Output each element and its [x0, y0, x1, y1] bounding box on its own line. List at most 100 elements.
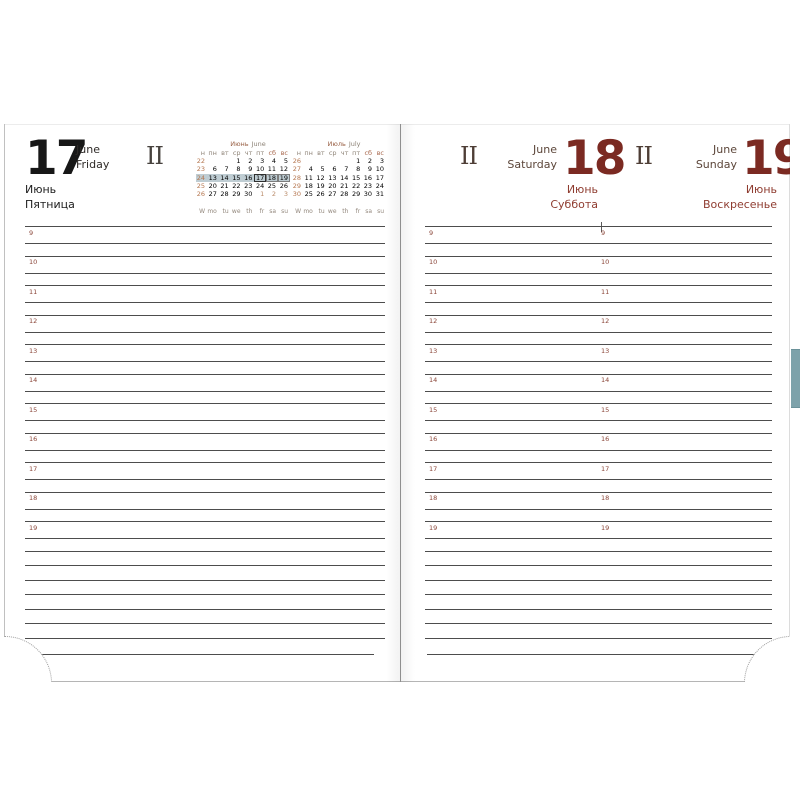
calendar-week-row: 29 18 19 20 21 22 23 24: [292, 182, 386, 190]
calendar-title-month-russian: Июль: [327, 140, 346, 148]
calendar-day-cell: 12: [279, 165, 288, 174]
day-of-week-header: пт: [352, 149, 361, 158]
ruled-line: [425, 637, 772, 653]
day-of-week-header: ср: [232, 149, 241, 158]
calendar-day-cell: 7: [224, 165, 229, 174]
hour-label: 14: [601, 376, 610, 384]
calendar-day-cell: 3: [379, 157, 384, 166]
day-of-week-header: пн: [304, 149, 313, 158]
calendar-day-cell: [219, 157, 231, 165]
calendar-day-cell: 11: [304, 173, 313, 182]
calendar-day-cell: 15: [351, 173, 361, 182]
footer-day-abbrev: su: [377, 208, 384, 216]
calendar-day-cell: 28: [340, 190, 349, 199]
calendar-day-cell: 29: [232, 190, 241, 199]
ruled-line: [25, 550, 385, 566]
calendar-day-cell: 10: [255, 165, 265, 174]
ruled-line: [25, 608, 385, 624]
calendar-day-cell: 26: [279, 181, 288, 190]
calendar-week-row: 24 13 14 15 16 17 18 19: [196, 173, 290, 182]
calendar-day-cell: 14: [218, 173, 231, 182]
calendar-day-cell: 6: [212, 165, 217, 174]
calendar-day-cell: 27: [328, 190, 337, 199]
hour-row: 10: [25, 255, 385, 274]
calendar-day-cell: 17: [375, 173, 384, 182]
hour-row: 18 18: [425, 491, 772, 510]
calendar-day-cell: 26: [316, 190, 325, 199]
mini-calendar-current-month: Июнь June н пн вт ср чт пт сб вс 22 1 2 3 4 5 23 6 7 8 9 10 11…: [196, 140, 290, 216]
calendar-day-cell: 9: [248, 165, 253, 174]
day-of-week-header: чт: [340, 149, 349, 158]
calendar-day-cell: 27: [208, 190, 217, 199]
calendar-day-cell: 2: [248, 157, 253, 166]
day-of-week-header: вс: [376, 149, 384, 158]
calendar-day-cell: 9: [367, 165, 373, 174]
hour-label: 17: [29, 464, 38, 473]
hour-row: 9: [25, 226, 385, 244]
hour-row: 13: [25, 344, 385, 362]
ruled-line: [25, 579, 385, 595]
right-hour-schedule: 9 9 10 10 11 11 12 12 13 13 14 14 15 15 16 16 17 17 18 18 19…: [425, 222, 772, 655]
calendar-day-cell: [315, 157, 327, 165]
week-number: 26: [292, 157, 301, 166]
hour-row: 13 13: [425, 344, 772, 362]
ruled-line: [25, 594, 385, 609]
ruled-line: [25, 637, 385, 653]
footer-day-abbrev: su: [281, 208, 288, 216]
calendar-day-cell: 11: [267, 165, 277, 174]
mini-calendar-next-month: Июль July н пн вт ср чт пт сб вс 26 1 2 3 27 4 5 6 7 8 9 10 28…: [292, 140, 386, 216]
hour-label: 16: [29, 435, 38, 443]
calendar-day-cell: [303, 157, 315, 165]
calendar-grid: н пн вт ср чт пт сб вс 22 1 2 3 4 5 23 6 7 8 9 10 11 12 24 13 14…: [196, 149, 290, 198]
calendar-week-row: 22 1 2 3 4 5: [196, 157, 290, 165]
hour-row: 19 19: [425, 521, 772, 539]
calendar-day-cell: 18: [266, 173, 279, 182]
gemini-zodiac-icon: II: [146, 142, 164, 170]
calendar-day-cell: 25: [304, 190, 313, 199]
day-of-week-header: сб: [364, 149, 373, 158]
saturday-header-russian: Июнь Суббота: [498, 182, 598, 212]
day-of-week-header: пн: [208, 149, 217, 158]
calendar-title-month-russian: Июнь: [230, 140, 249, 148]
week-number: 29: [292, 181, 301, 190]
footer-day-abbrev: sa: [269, 208, 277, 216]
hour-row: 16 16: [425, 432, 772, 451]
weekday-russian: Суббота: [550, 198, 598, 211]
left-hour-schedule: 9 10 11 12 13 14 15 16 17 18 19: [25, 226, 385, 655]
calendar-day-cell: [339, 157, 351, 165]
calendar-day-cell: [207, 157, 219, 165]
hour-row: 14: [25, 373, 385, 392]
calendar-day-cell: 21: [340, 181, 349, 190]
calendar-day-cell: 16: [363, 173, 373, 182]
calendar-week-row: 25 20 21 22 23 24 25 26: [196, 182, 290, 190]
calendar-header-row: н пн вт ср чт пт сб вс: [196, 149, 290, 157]
week-number: 26: [196, 190, 205, 199]
calendar-day-cell: 23: [363, 181, 373, 190]
ruled-line-short: [42, 654, 374, 655]
hour-label: 11: [29, 287, 38, 296]
day-of-week-header: вт: [221, 149, 229, 158]
day-of-week-header: вс: [280, 149, 288, 158]
sunday-header-russian: Июнь Воскресенье: [657, 182, 777, 212]
hour-label: 11: [601, 287, 610, 296]
ruled-line: [425, 623, 772, 638]
hour-label: 17: [429, 464, 438, 473]
calendar-day-cell: 4: [308, 165, 313, 174]
hour-label: 12: [29, 317, 38, 325]
ruled-line: [425, 594, 772, 609]
left-header-english: June Friday: [76, 142, 109, 172]
hour-label: 19: [601, 523, 610, 532]
calendar-day-cell: 2: [271, 190, 277, 199]
calendar-title: Июль July: [302, 140, 386, 149]
hour-label: 10: [601, 258, 610, 266]
calendar-day-cell: 22: [232, 181, 241, 190]
month-english: June: [713, 143, 737, 156]
footer-day-abbrev: sa: [365, 208, 373, 216]
calendar-day-cell: 31: [375, 190, 384, 199]
diary-spread: 17 June Friday Июнь Пятница II Июнь June н…: [4, 124, 790, 682]
week-number: 22: [196, 157, 205, 166]
calendar-day-cell: 14: [340, 173, 349, 182]
hour-row: 18: [25, 491, 385, 510]
day-of-week-header: вт: [317, 149, 325, 158]
